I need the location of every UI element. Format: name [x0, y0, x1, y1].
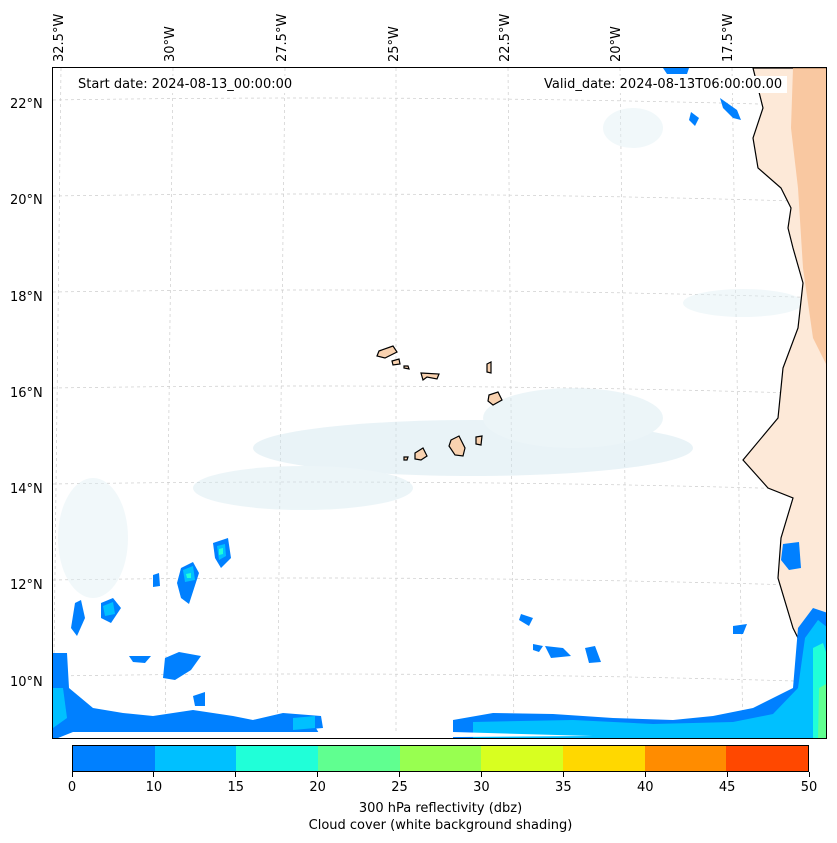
- reflectivity-20-25: [818, 684, 826, 738]
- colorbar-tick-label: 35: [555, 780, 572, 795]
- lat-label: 18°N: [10, 290, 43, 305]
- colorbar-tick: [317, 772, 319, 777]
- colorbar-segment: [73, 746, 155, 771]
- lon-label: 27.5°W: [275, 13, 290, 62]
- lon-label: 20°W: [609, 26, 624, 62]
- colorbar-segment: [726, 746, 809, 771]
- lat-label: 10°N: [10, 675, 43, 690]
- colorbar-tick-label: 0: [67, 780, 77, 795]
- colorbar-segment: [154, 746, 237, 771]
- colorbar-segment: [236, 746, 319, 771]
- colorbar-tick: [399, 772, 401, 777]
- reflectivity-blobs: [53, 68, 826, 738]
- colorbar-label-reflectivity: 300 hPa reflectivity (dbz): [358, 801, 523, 816]
- colorbar-segment: [318, 746, 400, 771]
- reflectivity-15-20: [186, 548, 826, 738]
- lon-label: 17.5°W: [721, 13, 736, 62]
- colorbar-tick-label: 10: [145, 780, 163, 795]
- lon-label: 22.5°W: [498, 13, 513, 62]
- colorbar-segment: [644, 746, 727, 771]
- colorbar-tick-label: 45: [718, 780, 736, 795]
- lon-label: 25°W: [387, 26, 402, 62]
- colorbar-tick-label: 15: [227, 780, 245, 795]
- graticule: [53, 68, 826, 738]
- reflectivity-10-15: [53, 544, 826, 738]
- colorbar-tick-label: 20: [309, 780, 326, 795]
- colorbar-label-cloud-cover: Cloud cover (white background shading): [308, 818, 573, 833]
- colorbar-segment: [399, 746, 482, 771]
- colorbar-tick-label: 25: [391, 780, 408, 795]
- lon-label: 30°W: [163, 26, 178, 62]
- lon-label: 32.5°W: [52, 13, 67, 62]
- colorbar-tick: [808, 772, 810, 777]
- lat-label: 22°N: [10, 97, 43, 112]
- lat-label: 16°N: [10, 386, 43, 401]
- colorbar-segment: [563, 746, 645, 771]
- lat-label: 14°N: [10, 482, 43, 497]
- colorbar-tick: [235, 772, 237, 777]
- lat-label: 12°N: [10, 578, 43, 593]
- colorbar-tick: [726, 772, 728, 777]
- colorbar-tick: [480, 772, 482, 777]
- land-reflectivity-shading: [791, 68, 826, 364]
- map-canvas: [53, 68, 826, 738]
- valid-date-label: Valid_date: 2024-08-13T06:00:00.00: [539, 76, 788, 93]
- colorbar-tick-label: 40: [636, 780, 654, 795]
- start-date-label: Start date: 2024-08-13_00:00:00: [73, 76, 298, 93]
- cloud-cover-shading: [58, 108, 803, 598]
- colorbar: [72, 745, 809, 772]
- map-bottom-strip: [58, 732, 593, 738]
- colorbar-segment: [481, 746, 564, 771]
- colorbar-tick: [562, 772, 564, 777]
- map-panel[interactable]: Start date: 2024-08-13_00:00:00 Valid_da…: [52, 67, 827, 739]
- colorbar-tick: [153, 772, 155, 777]
- colorbar-tick: [71, 772, 73, 777]
- colorbar-tick: [644, 772, 646, 777]
- colorbar-tick-label: 50: [800, 780, 818, 795]
- lat-label: 20°N: [10, 193, 43, 208]
- colorbar-tick-label: 30: [473, 780, 490, 795]
- cape-verde-islands: [376, 345, 503, 461]
